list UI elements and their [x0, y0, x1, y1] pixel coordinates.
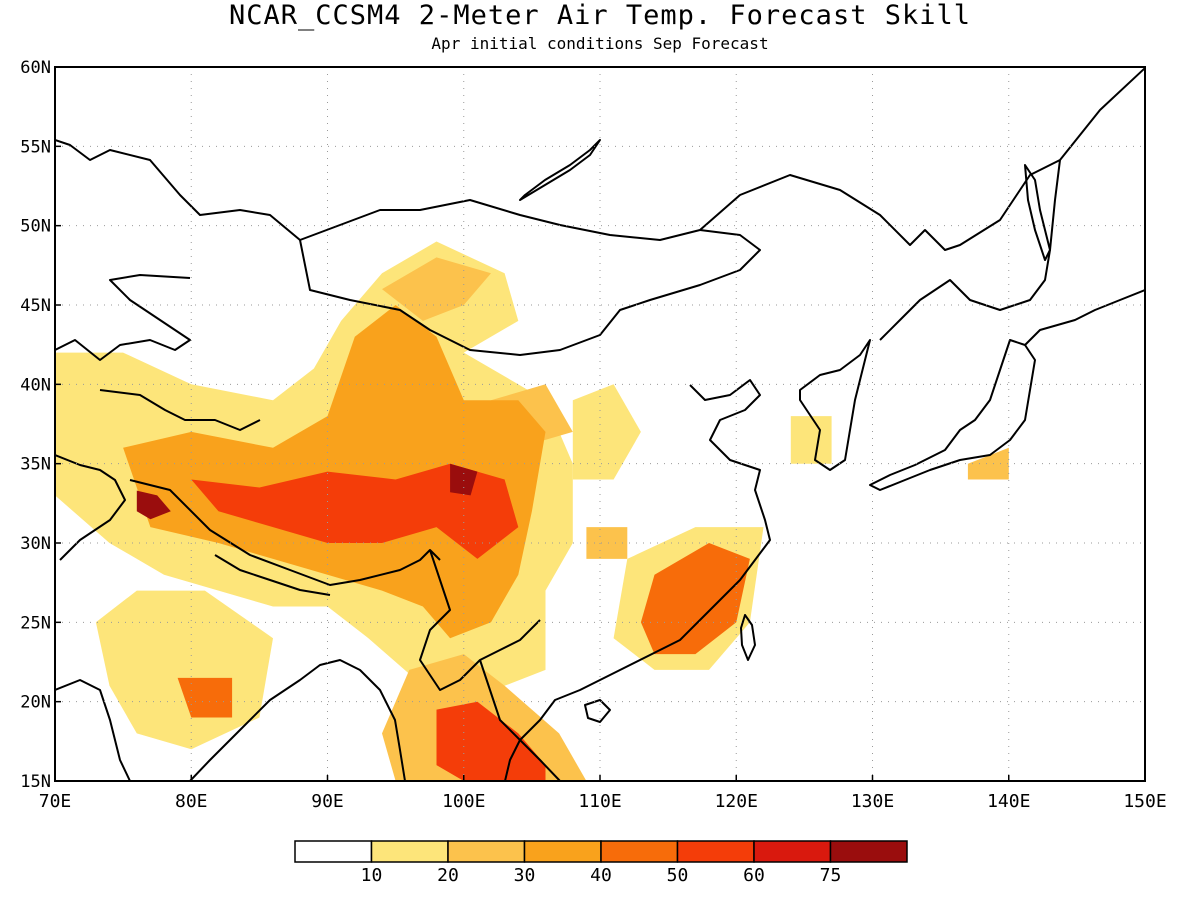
- legend-swatch: [600, 840, 679, 863]
- tick-label-lat: 55N: [20, 137, 51, 157]
- skill-region: [572, 384, 641, 480]
- skill-region: [967, 447, 1009, 480]
- tick-label-lon: 80E: [175, 791, 208, 812]
- skill-contours: [55, 241, 1009, 781]
- lake-baikal: [519, 139, 601, 201]
- map-title: NCAR_CCSM4 2-Meter Air Temp. Forecast Sk…: [229, 0, 971, 31]
- coastline-korea: [799, 339, 871, 471]
- coastline-west: [55, 274, 191, 361]
- tick-label-lat: 45N: [20, 296, 51, 316]
- coastline-japan: [869, 339, 1036, 491]
- border-indochina: [479, 659, 561, 781]
- legend-label: 20: [437, 865, 459, 886]
- tick-label-lon: 130E: [851, 791, 894, 812]
- legend-swatch: [753, 840, 832, 863]
- tick-label-lat: 50N: [20, 217, 51, 237]
- tick-label-lat: 40N: [20, 375, 51, 395]
- tick-label-lat: 20N: [20, 693, 51, 713]
- skill-region: [450, 463, 478, 496]
- tick-label-lon: 100E: [442, 791, 485, 812]
- tick-label-lon: 150E: [1123, 791, 1166, 812]
- skill-region: [640, 543, 750, 655]
- legend-label: 10: [361, 865, 383, 886]
- legend-swatch: [829, 840, 908, 863]
- skill-region: [586, 527, 628, 559]
- border-himalaya: [129, 479, 441, 586]
- coastline-north: [55, 67, 1145, 251]
- coastline-east: [504, 379, 771, 781]
- skill-region: [790, 416, 832, 464]
- legend-label: 75: [820, 865, 842, 886]
- coastline-russian-far-east: [879, 159, 1061, 341]
- longitude-ticks: 70E 80E 90E 100E 110E 120E 130E 140E 150E: [39, 775, 1167, 812]
- tick-label-lon: 140E: [987, 791, 1030, 812]
- tick-label-lat: 35N: [20, 455, 51, 475]
- skill-region: [191, 463, 519, 559]
- legend-label: 30: [514, 865, 536, 886]
- legend-boxes: [294, 840, 908, 863]
- legend-labels: 10 20 30 40 50 60 75: [361, 865, 842, 886]
- tick-label-lat: 30N: [20, 534, 51, 554]
- tick-label-lat: 15N: [20, 772, 51, 792]
- legend-label: 50: [667, 865, 689, 886]
- coastline-india: [55, 679, 131, 781]
- map-subtitle: Apr initial conditions Sep Forecast: [431, 34, 769, 53]
- legend-label: 60: [743, 865, 765, 886]
- skill-region: [382, 257, 491, 321]
- coastline-bay-of-bengal: [189, 659, 406, 781]
- coast-taiwan: [740, 614, 756, 661]
- coastlines: [55, 67, 1145, 781]
- skill-region: [123, 305, 546, 639]
- tick-label-lat: 60N: [20, 58, 51, 78]
- coast-hainan: [584, 699, 611, 723]
- coastline-hokkaido: [1024, 289, 1145, 346]
- tick-label-lon: 90E: [311, 791, 344, 812]
- tick-label-lon: 70E: [39, 791, 72, 812]
- legend-swatch: [676, 840, 755, 863]
- legend-swatch: [447, 840, 526, 863]
- border-myanmar: [419, 549, 541, 691]
- skill-region: [436, 701, 546, 781]
- skill-region: [136, 490, 171, 520]
- border-nepal: [214, 554, 331, 596]
- tick-label-lon: 120E: [715, 791, 758, 812]
- legend-swatch: [294, 840, 373, 863]
- coast-sakhalin: [1024, 164, 1051, 261]
- legend-swatch: [523, 840, 602, 863]
- border-pakistan: [55, 454, 126, 561]
- legend-label: 40: [590, 865, 612, 886]
- skill-region: [177, 677, 233, 718]
- tick-label-lon: 110E: [578, 791, 621, 812]
- border-mongolia: [299, 229, 761, 356]
- border-tibet-north: [99, 389, 261, 431]
- graticule: [55, 67, 1145, 781]
- latitude-ticks: 15N 20N 25N 30N 35N 40N 45N 50N 55N 60N: [20, 58, 61, 792]
- tick-label-lat: 25N: [20, 613, 51, 633]
- legend-swatch: [370, 840, 449, 863]
